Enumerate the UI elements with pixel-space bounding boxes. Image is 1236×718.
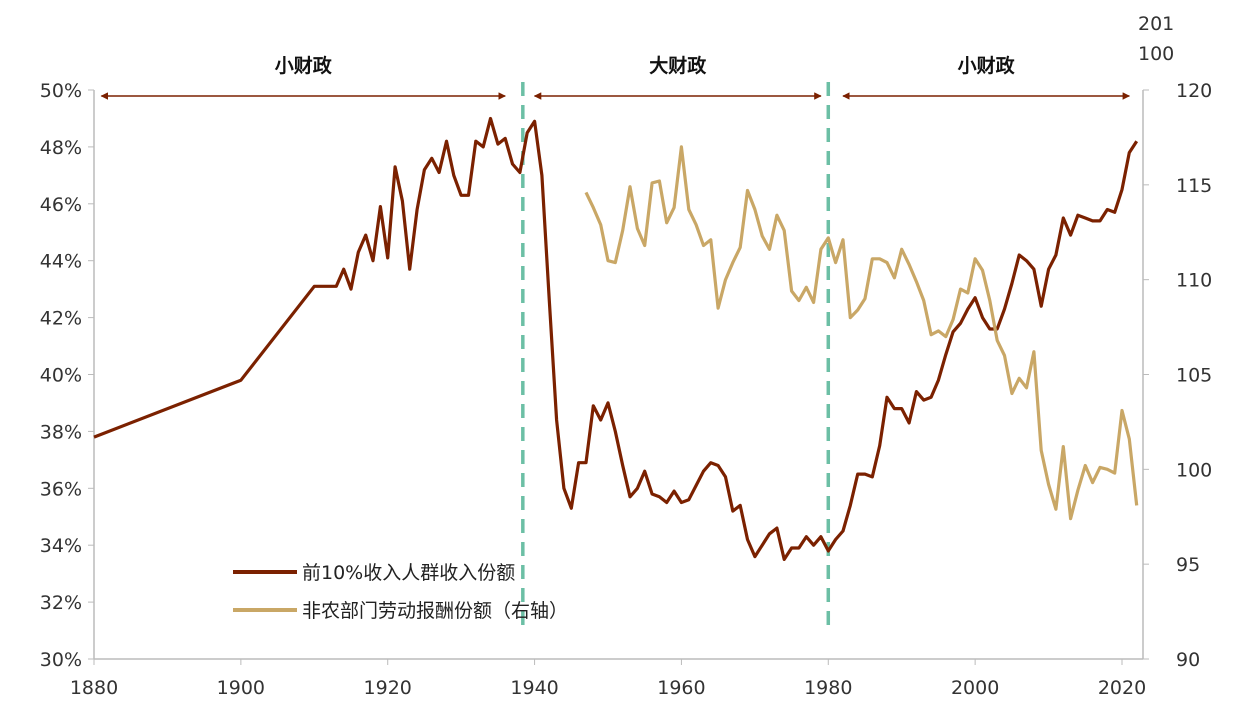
x-tick-label: 1940 (510, 677, 558, 699)
left-tick-label: 42% (40, 308, 82, 330)
era-annotations: 小财政 大财政 小财政 (100, 54, 1131, 100)
x-tick-label: 2000 (951, 677, 999, 699)
left-tick-label: 50% (40, 80, 82, 102)
left-tick-label: 32% (40, 592, 82, 614)
left-tick-label: 38% (40, 421, 82, 443)
left-tick-label: 34% (40, 535, 82, 557)
left-tick-label: 46% (40, 194, 82, 216)
legend-label-labor: 非农部门劳动报酬份额（右轴） (302, 600, 568, 622)
x-tick-label: 2020 (1098, 677, 1146, 699)
era-label: 小财政 (275, 54, 333, 77)
series-lines (93, 116, 1139, 562)
era-label: 小财政 (958, 54, 1016, 77)
x-tick-label: 1980 (804, 677, 852, 699)
x-tick-label: 1920 (364, 677, 412, 699)
right-tick-label: 95 (1176, 554, 1200, 576)
legend: 前10%收入人群收入份额 非农部门劳动报酬份额（右轴） (233, 562, 568, 622)
x-tick-label: 1880 (70, 677, 118, 699)
right-axis-header-2: 100 (1138, 43, 1174, 65)
left-tick-label: 48% (40, 137, 82, 159)
right-tick-label: 115 (1176, 175, 1212, 197)
left-tick-label: 44% (40, 251, 82, 273)
right-axis-header-1: 201 (1138, 13, 1174, 35)
right-tick-label: 120 (1176, 80, 1212, 102)
right-tick-label: 105 (1176, 365, 1212, 387)
x-tick-label: 1960 (657, 677, 705, 699)
series-top10-line (93, 116, 1139, 562)
legend-label-top10: 前10%收入人群收入份额 (302, 562, 515, 584)
right-tick-label: 110 (1176, 270, 1212, 292)
era-label: 大财政 (649, 54, 707, 77)
x-tick-label: 1900 (217, 677, 265, 699)
left-tick-label: 40% (40, 365, 82, 387)
axes: 30% 32% 34% 36% 38% 40% 42% 44% 46% 48% 50% 90 95 100… (40, 80, 1213, 699)
series-labor-line (584, 145, 1139, 521)
right-tick-label: 100 (1176, 459, 1212, 481)
right-tick-label: 90 (1176, 649, 1200, 671)
left-tick-label: 36% (40, 478, 82, 500)
left-tick-label: 30% (40, 649, 82, 671)
